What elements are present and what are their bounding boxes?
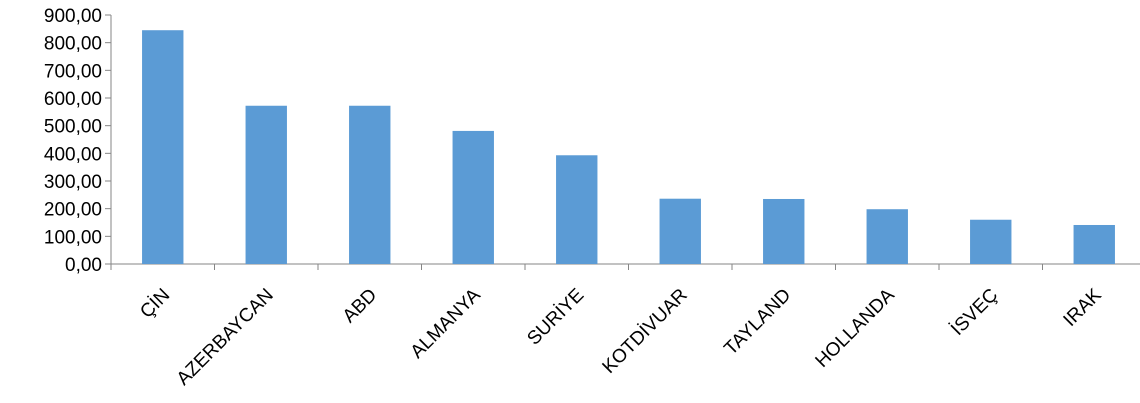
category-label: TAYLAND bbox=[720, 285, 795, 360]
bar bbox=[1073, 224, 1115, 264]
category-label: İSVEÇ bbox=[947, 285, 1002, 340]
y-tick-label: 800,00 bbox=[44, 34, 102, 55]
bar bbox=[866, 209, 908, 264]
y-tick-label: 600,00 bbox=[44, 89, 102, 110]
bar bbox=[556, 155, 598, 264]
category-label: ABD bbox=[339, 285, 381, 327]
bar bbox=[452, 130, 494, 264]
category-label: ÇİN bbox=[136, 285, 174, 323]
category-label: ALMANYA bbox=[407, 284, 485, 362]
category-label: AZERBAYCAN bbox=[173, 285, 278, 390]
bars bbox=[142, 30, 1115, 264]
bar bbox=[245, 105, 287, 264]
y-tick-label: 0,00 bbox=[65, 255, 102, 276]
category-label: SURİYE bbox=[523, 285, 588, 350]
bar bbox=[349, 105, 391, 264]
y-tick-label: 300,00 bbox=[44, 172, 102, 193]
y-tick-label: 500,00 bbox=[44, 117, 102, 138]
bar bbox=[142, 30, 184, 264]
bar bbox=[970, 219, 1012, 264]
y-tick-label: 400,00 bbox=[44, 144, 102, 165]
y-tick-label: 200,00 bbox=[44, 200, 102, 221]
y-tick-label: 700,00 bbox=[44, 61, 102, 82]
y-tick-label: 100,00 bbox=[44, 227, 102, 248]
bar bbox=[763, 198, 805, 264]
x-axis bbox=[110, 263, 1140, 270]
bar bbox=[659, 198, 701, 264]
y-tick-label: 900,00 bbox=[44, 6, 102, 27]
category-label: IRAK bbox=[1060, 284, 1106, 330]
category-label: HOLLANDA bbox=[812, 284, 900, 372]
y-axis: 0,00 100,00 200,00 300,00 400,00 500,00 600,00… bbox=[44, 6, 112, 276]
category-label: KOTDİVUAR bbox=[599, 285, 692, 378]
